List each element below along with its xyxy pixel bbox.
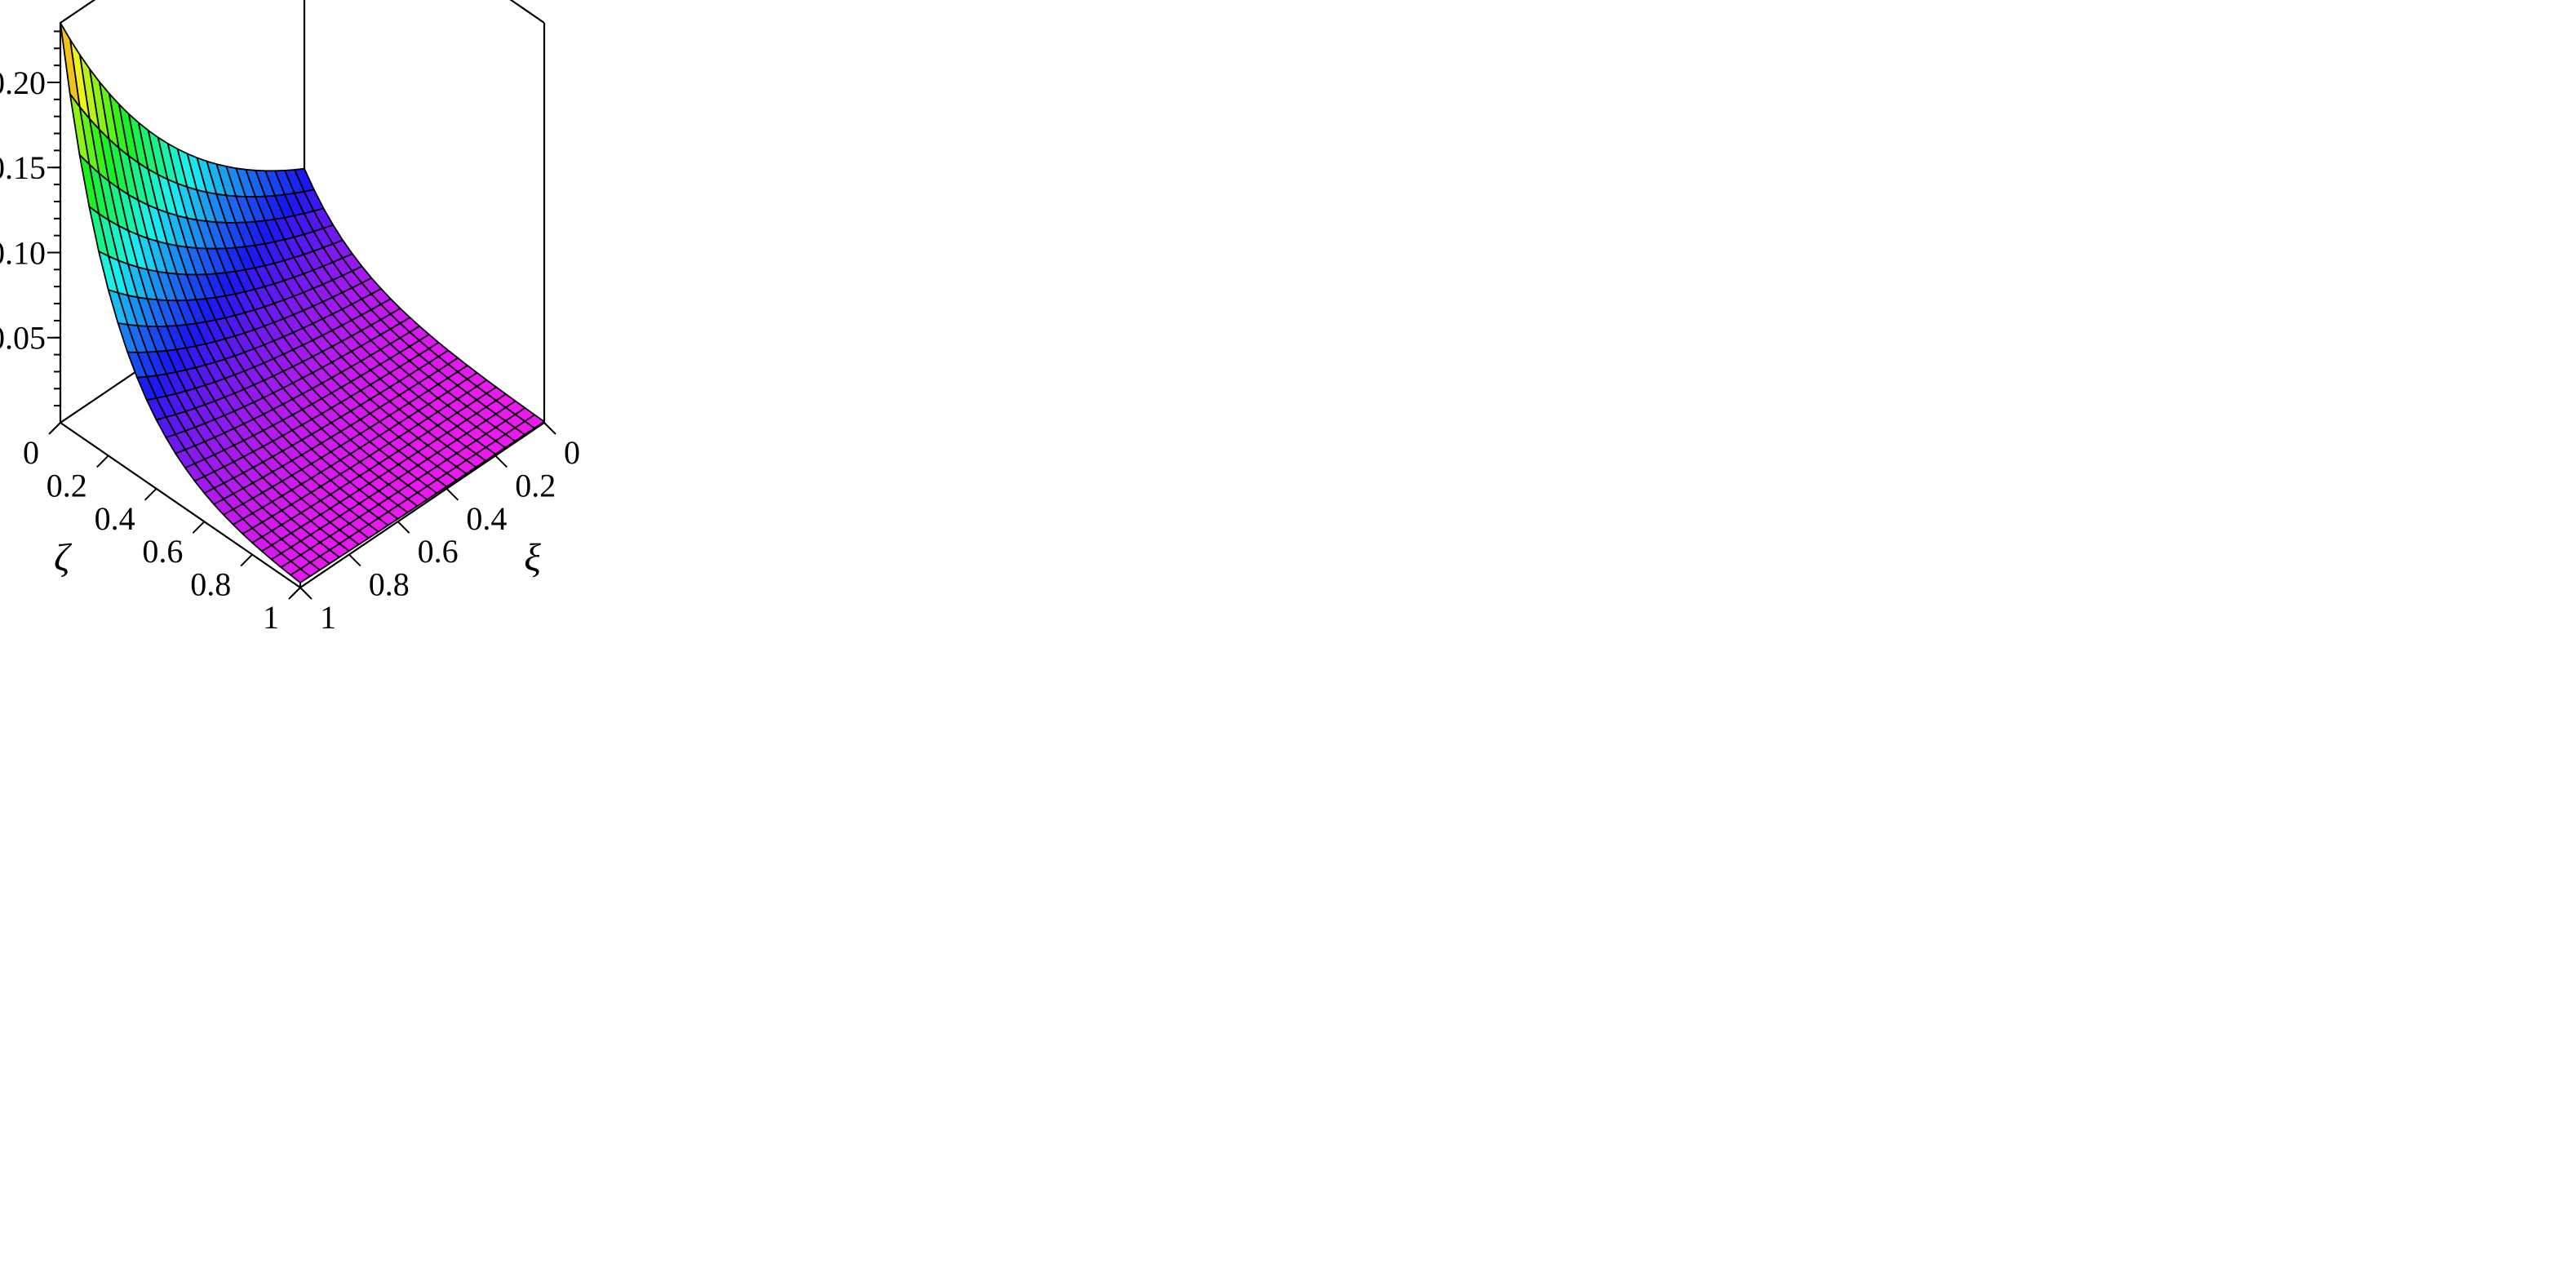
xi-tick-label: 0 [564,434,580,471]
xi-tick [397,521,410,534]
xi-tick-label: 0.2 [515,467,556,503]
zeta-tick-label: 0.6 [142,533,183,570]
frame-edge-back [60,0,96,24]
frame-edge-front [60,422,301,588]
xi-tick [348,553,361,567]
zeta-tick [240,553,253,567]
xi-tick [299,587,313,600]
zeta-axis-label: ζ [54,536,73,579]
xi-tick-label: 0.4 [466,500,507,537]
xi-tick-label: 0.6 [418,533,459,570]
z-tick-label: 0.20 [0,64,46,101]
xi-tick [494,455,508,468]
frame-edge-back [509,0,545,24]
z-tick-label: 0.15 [0,149,46,186]
zeta-tick-label: 0.4 [95,500,135,537]
xi-axis-label: ξ [524,536,541,579]
z-tick-label: 0.05 [0,320,46,357]
xi-tick [543,422,556,435]
xi-tick-label: 0.8 [369,566,410,603]
xi-tick-label: 1 [320,599,336,636]
z-tick-label: 0.10 [0,234,46,271]
surface-cell [290,568,311,583]
zeta-tick-label: 1 [263,599,279,636]
zeta-tick-label: 0 [23,434,39,471]
bounding-box-front [60,422,545,588]
zeta-tick [96,455,109,468]
frame-edge-front [299,422,545,588]
zeta-tick [288,587,301,600]
zeta-tick [192,521,206,534]
xi-tick [446,488,459,501]
zeta-tick [48,422,61,435]
surface-plot-left: 0.050.100.150.2000.20.40.60.81ζ00.20.40.… [0,0,580,636]
axes: 0.050.100.150.2000.20.40.60.81ζ00.20.40.… [0,30,580,636]
surface-mesh [60,22,545,583]
surface-plot-right: 0.050.100.150.2000.20.40.60.81ζ00.20.40.… [1288,0,2576,1282]
zeta-tick-label: 0.8 [190,566,231,603]
zeta-tick [144,488,157,501]
zeta-tick-label: 0.2 [47,467,87,503]
